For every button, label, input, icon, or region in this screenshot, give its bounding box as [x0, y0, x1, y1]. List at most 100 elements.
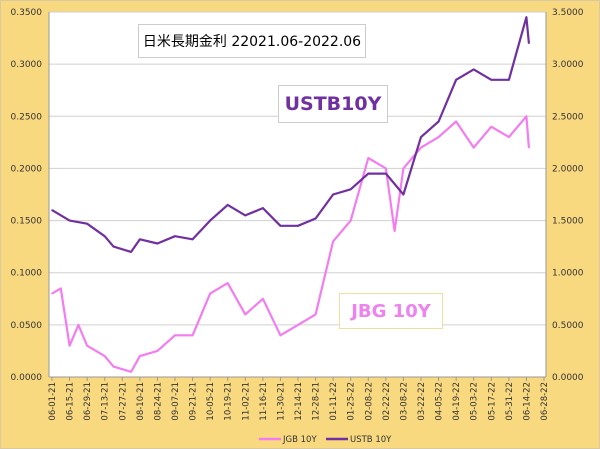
x-tick-label: 11-30-21 — [276, 382, 286, 421]
x-tick-label: 11-02-21 — [241, 382, 251, 421]
data-point — [262, 297, 264, 300]
y-right-tick-label: 0.5000 — [552, 321, 584, 331]
data-point — [437, 120, 440, 123]
data-point — [508, 78, 510, 81]
data-point — [393, 230, 396, 232]
data-point — [455, 78, 457, 81]
data-point — [349, 188, 352, 191]
data-point — [209, 219, 211, 222]
x-tick-label: 11-16-21 — [259, 382, 269, 421]
x-tick-label: 06-15-21 — [66, 382, 76, 421]
data-point — [279, 224, 282, 227]
data-point — [112, 365, 115, 368]
data-point — [367, 172, 370, 175]
plot-area — [49, 12, 546, 377]
x-tick-label: 01-25-22 — [347, 382, 357, 421]
data-point — [139, 355, 141, 357]
x-tick-label: 12-14-21 — [294, 382, 304, 421]
x-tick-label: 04-05-22 — [435, 382, 445, 421]
data-point — [174, 334, 176, 337]
y-right-tick-label: 0.0000 — [552, 373, 584, 383]
data-point — [508, 136, 510, 138]
x-tick-label: 08-24-21 — [153, 382, 163, 421]
data-point — [77, 324, 80, 326]
x-tick-label: 06-29-21 — [83, 382, 93, 421]
data-point — [385, 167, 387, 170]
data-point — [112, 245, 115, 248]
data-point — [51, 209, 53, 211]
legend-label: JGB 10Y — [282, 435, 317, 445]
x-tick-label: 05-17-22 — [487, 382, 497, 421]
data-point — [68, 344, 71, 347]
x-tick-label: 06-01-21 — [48, 382, 58, 421]
data-point — [130, 251, 132, 253]
data-point — [472, 146, 475, 149]
data-point — [402, 167, 405, 170]
y-left-tick-label: 0.1500 — [11, 217, 43, 227]
y-right-tick-label: 1.5000 — [552, 217, 584, 227]
data-point — [297, 324, 299, 326]
data-point — [262, 207, 264, 209]
data-point — [367, 157, 370, 159]
data-point — [314, 313, 317, 316]
data-point — [191, 334, 194, 337]
y-left-tick-label: 0.0500 — [11, 321, 43, 331]
data-point — [490, 125, 493, 128]
x-tick-label: 05-31-22 — [505, 382, 515, 421]
x-tick-label: 07-27-21 — [118, 382, 128, 421]
data-point — [297, 224, 299, 227]
chart-title: 日米長期金利 22021.06-2022.06 — [138, 24, 366, 58]
data-point — [525, 16, 528, 19]
data-point — [332, 240, 334, 243]
x-tick-label: 04-19-22 — [452, 382, 462, 421]
y-right-tick-label: 1.0000 — [552, 269, 584, 279]
x-tick-label: 08-10-21 — [136, 382, 146, 421]
x-tick-label: 06-28-22 — [540, 382, 550, 421]
data-point — [103, 235, 106, 238]
x-tick-label: 02-22-22 — [382, 382, 392, 421]
data-point — [420, 136, 422, 138]
x-tick-label: 03-08-22 — [399, 382, 409, 421]
data-point — [490, 78, 493, 81]
y-left-tick-label: 0.1000 — [11, 269, 43, 279]
y-left-tick-label: 0.3500 — [11, 8, 43, 18]
data-point — [130, 370, 132, 373]
x-tick-label: 12-28-21 — [312, 382, 322, 421]
x-tick-label: 07-13-21 — [101, 382, 111, 421]
series-line-ustb — [51, 16, 530, 253]
data-point — [244, 313, 247, 316]
data-point — [86, 344, 88, 347]
data-point — [420, 146, 422, 149]
data-point — [437, 136, 440, 138]
data-point — [68, 219, 71, 222]
data-point — [332, 193, 334, 196]
data-point — [174, 235, 176, 238]
data-point — [226, 282, 229, 284]
y-right-tick-label: 2.0000 — [552, 164, 584, 174]
data-point — [156, 242, 159, 245]
y-right-tick-label: 3.0000 — [552, 60, 584, 70]
data-point — [139, 238, 141, 241]
x-tick-label: 01-11-22 — [329, 382, 339, 421]
y-left-tick-label: 0.0000 — [11, 373, 43, 383]
data-point — [86, 222, 88, 225]
data-point — [103, 355, 106, 357]
x-tick-label: 05-03-22 — [470, 382, 480, 421]
data-point — [455, 120, 457, 123]
legend-label: USTB 10Y — [350, 435, 392, 445]
data-point — [349, 219, 352, 222]
x-tick-label: 06-14-22 — [522, 382, 532, 421]
data-point — [402, 193, 405, 196]
ustb-annotation: USTB10Y — [278, 85, 388, 123]
data-point — [385, 172, 387, 175]
x-tick-label: 10-19-21 — [224, 382, 234, 421]
x-tick-label: 09-07-21 — [171, 382, 181, 421]
data-point — [191, 238, 194, 241]
y-left-tick-label: 0.3000 — [11, 60, 43, 70]
x-tick-label: 09-21-21 — [189, 382, 199, 421]
data-point — [59, 287, 62, 290]
x-tick-label: 10-05-21 — [206, 382, 216, 421]
y-left-tick-label: 0.2500 — [11, 112, 43, 122]
